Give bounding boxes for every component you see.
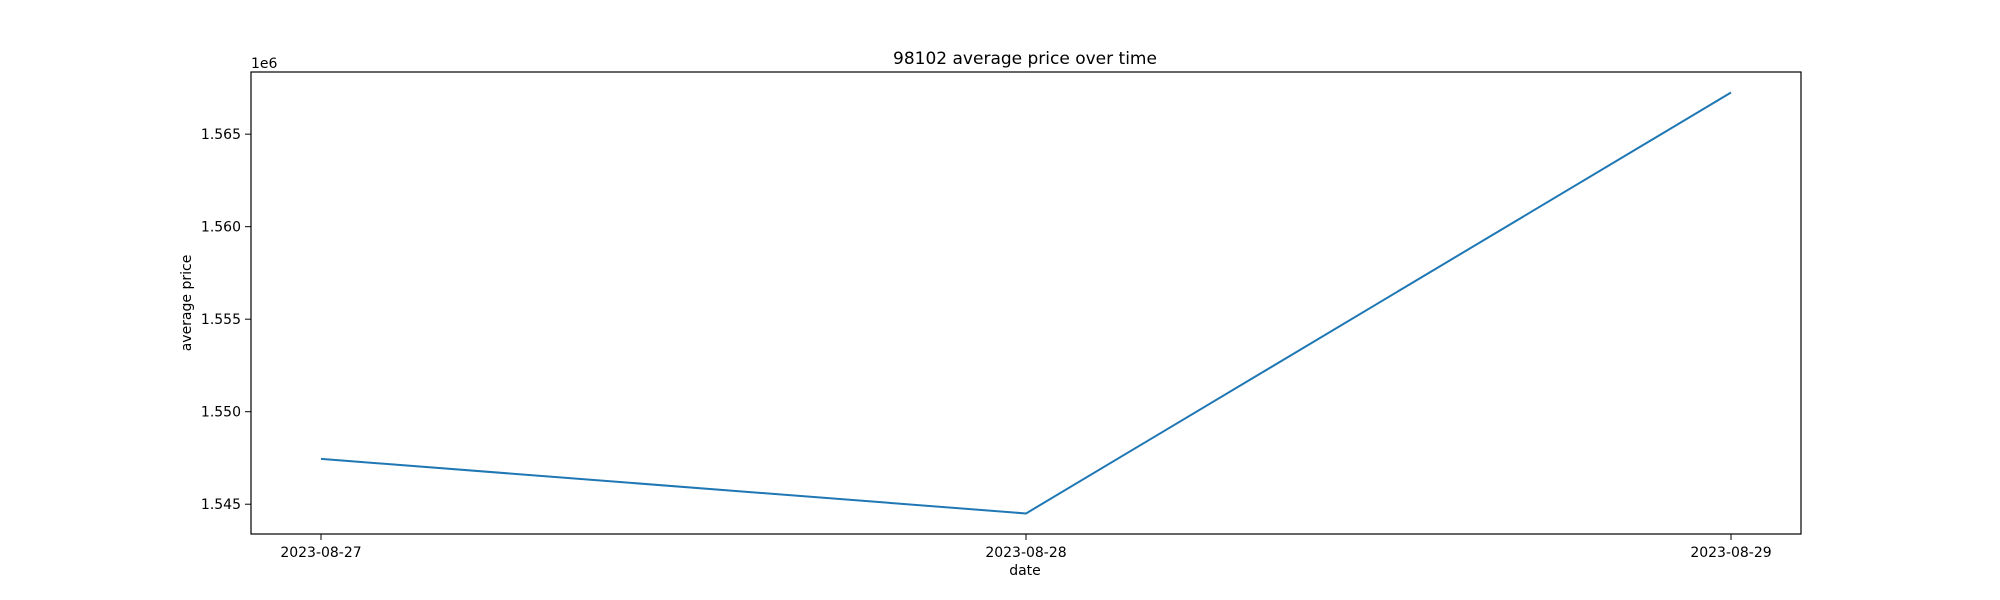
plot-area (320, 91, 1732, 515)
x-tick-label: 2023-08-28 (985, 545, 1066, 561)
y-tick-label: 1.550 (201, 405, 241, 421)
y-axis-offset-label: 1e6 (251, 56, 278, 72)
x-tick-label: 2023-08-29 (1690, 545, 1771, 561)
y-axis-title: average price (179, 255, 195, 352)
x-axis-title: date (1009, 563, 1041, 579)
x-tick-label: 2023-08-27 (280, 545, 361, 561)
chart-title: 98102 average price over time (893, 49, 1157, 69)
series-line-0 (320, 91, 1732, 515)
y-tick-label: 1.560 (201, 220, 241, 236)
y-tick-label: 1.565 (201, 127, 241, 143)
x-axis-ticks: 2023-08-27 2023-08-28 2023-08-29 (280, 534, 1772, 561)
y-tick-label: 1.555 (201, 312, 241, 328)
y-tick-label: 1.545 (201, 497, 241, 513)
y-axis-ticks: 1.545 1.550 1.555 1.560 1.565 (201, 127, 251, 513)
plot-frame (250, 71, 1802, 535)
